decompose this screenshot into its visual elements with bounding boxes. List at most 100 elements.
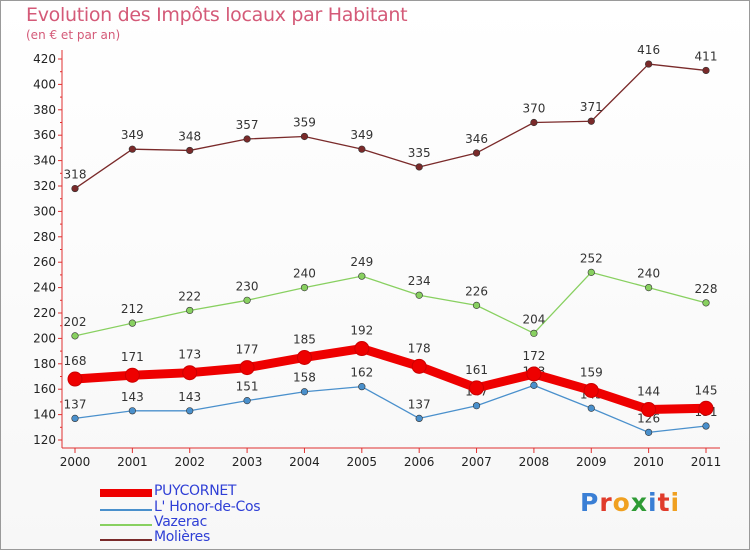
data-point <box>243 296 251 304</box>
series-line-1 <box>74 384 707 434</box>
data-point <box>702 422 710 430</box>
data-point <box>530 381 538 389</box>
data-label: 348 <box>178 129 201 143</box>
data-label: 159 <box>580 365 603 379</box>
data-label: 252 <box>580 251 603 265</box>
data-label: 177 <box>236 343 259 357</box>
data-point <box>411 358 427 374</box>
x-tick-label: 2003 <box>232 455 263 469</box>
data-label: 230 <box>236 279 259 293</box>
data-label: 359 <box>293 115 316 129</box>
data-label: 318 <box>64 168 87 182</box>
y-tick-label: 120 <box>33 433 56 447</box>
data-label: 202 <box>64 315 87 329</box>
legend-label-puycornet: PUYCORNET <box>154 483 237 499</box>
data-label: 161 <box>465 363 488 377</box>
data-point <box>702 299 710 307</box>
legend-swatch-puycornet <box>100 489 152 497</box>
x-tick-label: 2010 <box>633 455 664 469</box>
chart-subtitle: (en € et par an) <box>26 28 121 42</box>
x-tick-label: 2000 <box>60 455 91 469</box>
data-point <box>472 301 481 309</box>
data-label: 346 <box>465 132 488 146</box>
x-tick-label: 2006 <box>404 455 435 469</box>
data-label: 171 <box>121 350 144 364</box>
data-point <box>296 349 312 365</box>
data-point <box>300 132 309 141</box>
logo-letter: i <box>670 488 681 517</box>
data-label: 172 <box>522 349 545 363</box>
data-label: 173 <box>178 348 201 362</box>
x-tick-label: 2002 <box>174 455 205 469</box>
data-point <box>243 397 251 405</box>
data-point <box>358 145 366 153</box>
data-point <box>469 380 485 396</box>
data-label: 357 <box>236 118 259 132</box>
data-label: 126 <box>637 411 660 425</box>
data-point <box>587 268 595 276</box>
y-tick-label: 360 <box>33 128 56 142</box>
data-label: 249 <box>350 255 373 269</box>
data-label: 178 <box>408 341 431 355</box>
series-line-3 <box>74 63 707 190</box>
data-label: 192 <box>350 324 373 338</box>
data-point <box>530 329 538 337</box>
data-label: 240 <box>637 267 660 281</box>
data-label: 144 <box>637 385 660 399</box>
data-label: 226 <box>465 284 488 298</box>
data-label: 151 <box>236 380 259 394</box>
data-label: 145 <box>695 383 718 397</box>
data-label: 349 <box>121 128 144 142</box>
legend-label-honor-de-cos: L' Honor-de-Cos <box>154 499 261 515</box>
series-line-2 <box>74 271 707 337</box>
y-tick-label: 160 <box>33 382 56 396</box>
y-tick-label: 260 <box>33 255 56 269</box>
series-line-0 <box>70 344 711 415</box>
data-point <box>358 272 366 280</box>
x-tick-label: 2008 <box>519 455 550 469</box>
data-point <box>67 371 83 387</box>
data-point <box>698 400 714 416</box>
data-point <box>243 135 251 143</box>
legend-swatch-vazerac <box>100 524 152 526</box>
legend-label-molieres: Molières <box>154 529 210 545</box>
data-label: 222 <box>178 289 201 303</box>
data-point <box>128 407 136 415</box>
data-point <box>645 284 653 292</box>
y-tick-label: 180 <box>33 357 56 371</box>
logo-letter: o <box>612 488 631 517</box>
legend-swatch-honor-de-cos <box>100 509 152 511</box>
chart-title: Evolution des Impôts locaux par Habitant <box>26 4 408 26</box>
data-point <box>587 117 595 125</box>
y-tick-label: 320 <box>33 179 56 193</box>
data-label: 416 <box>637 43 660 57</box>
data-point <box>354 341 370 357</box>
y-tick-label: 140 <box>33 408 56 422</box>
data-point <box>645 60 653 68</box>
data-point <box>71 332 79 340</box>
data-point <box>186 407 194 415</box>
data-label: 162 <box>350 366 373 380</box>
data-label: 185 <box>293 332 316 346</box>
data-point <box>526 366 542 382</box>
data-point <box>124 367 140 383</box>
data-point <box>128 145 136 153</box>
y-tick-label: 380 <box>33 103 56 117</box>
x-tick-label: 2004 <box>289 455 320 469</box>
data-point <box>186 146 194 155</box>
x-tick-label: 2009 <box>576 455 607 469</box>
logo-letter: x <box>630 488 648 517</box>
logo-letter: P <box>580 488 600 517</box>
data-point <box>182 365 198 381</box>
data-point <box>128 319 136 327</box>
data-point <box>71 414 79 423</box>
x-tick-label: 2011 <box>691 455 722 469</box>
proxiti-logo: Proxiti <box>580 488 680 517</box>
data-point <box>415 163 423 171</box>
data-label: 371 <box>580 100 603 114</box>
data-label: 168 <box>64 354 87 368</box>
legend-label-vazerac: Vazerac <box>154 514 207 530</box>
logo-letter: t <box>657 488 671 517</box>
